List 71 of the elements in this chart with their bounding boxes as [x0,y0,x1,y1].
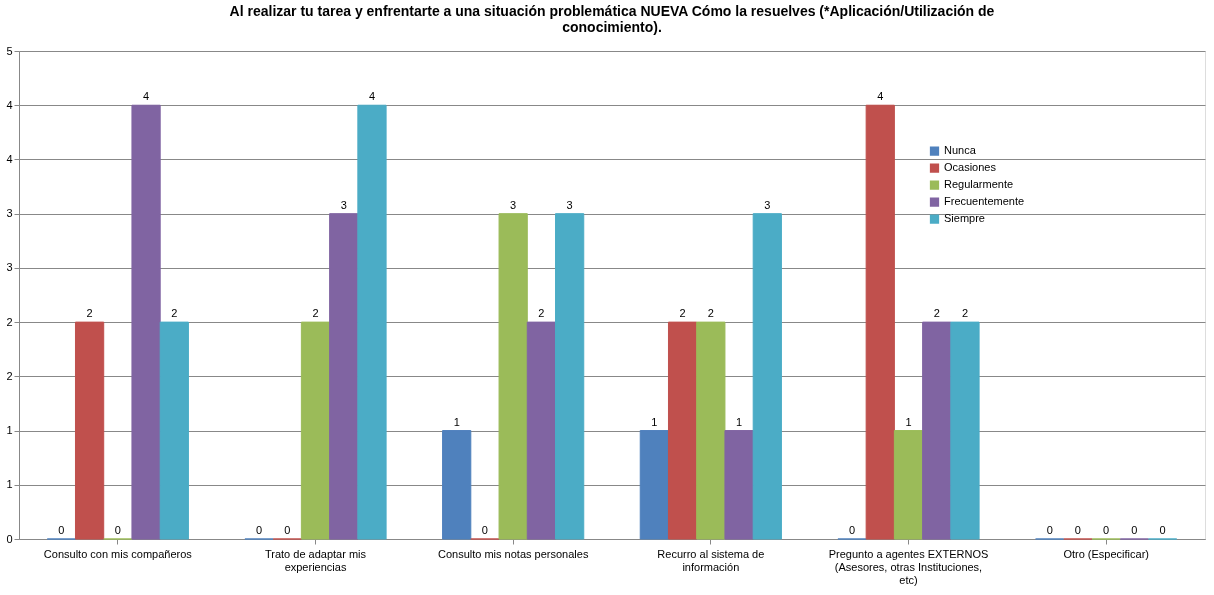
chart-title: Al realizar tu tarea y enfrentarte a una situación problemática NUEVA Cómo la resuelves (*Aplicación/Utilización de conocimiento). [229,3,995,35]
legend-label: Ocasiones [944,161,997,174]
y-tick-label: 3 [6,207,13,220]
data-label: 1 [905,415,912,428]
data-label: 4 [368,90,376,103]
bar [893,430,924,540]
bar [922,321,952,540]
data-label: 1 [736,415,743,428]
data-label: 2 [933,307,940,320]
data-label: 2 [86,307,93,320]
data-label: 2 [538,307,545,320]
y-tick-label: 5 [6,44,13,57]
bar [498,213,528,540]
data-label: 2 [707,307,714,320]
data-label: 1 [453,415,460,428]
bar [752,213,782,540]
data-label: 3 [510,198,517,211]
bar [950,321,980,540]
data-label: 0 [481,524,488,536]
data-label: 0 [114,524,121,536]
bar [159,321,189,540]
y-tick-label: 0 [6,532,13,545]
data-label: 0 [284,524,291,536]
y-tick-label: 3 [6,261,13,274]
bar [357,104,387,540]
bar [555,213,585,540]
x-tick-label: Consulto con mis compañeros [43,547,193,560]
data-label: 2 [171,307,178,320]
bar [329,213,359,540]
data-label: 0 [58,524,65,536]
x-tick-label: Pregunto a agentes EXTERNOS (Asesores, otras Instituciones, etc) [828,547,989,586]
y-tick-label: 2 [6,369,13,382]
bar [300,321,331,540]
data-label: 0 [255,524,263,536]
data-label: 2 [961,307,969,320]
data-label: 4 [877,90,884,103]
y-tick-label: 1 [6,424,13,437]
bar [131,104,161,540]
legend-label: Frecuentemente [944,195,1025,208]
x-tick-label: Otro (Especificar) [1063,547,1149,560]
bar [865,104,895,540]
data-label: 0 [1131,524,1138,536]
data-label: 0 [1046,524,1053,536]
bar [667,321,698,540]
data-label: 0 [1103,524,1110,536]
data-label: 1 [651,415,658,428]
bar [696,321,726,540]
bar [724,430,754,540]
data-label: 2 [679,307,686,320]
x-tick-label: Trato de adaptar mis experiencias [264,547,367,573]
y-tick-label: 1 [6,478,13,491]
data-label: 4 [143,90,150,103]
data-label: 0 [1159,524,1166,536]
bar [74,321,105,540]
data-label: 3 [566,198,573,211]
data-label: 2 [312,307,319,320]
bar [526,321,557,540]
x-tick-label: Consulto mis notas personales [437,547,589,560]
y-tick-label: 4 [6,98,13,111]
legend-label: Nunca [944,144,977,157]
data-label: 3 [764,198,771,211]
bar [639,430,669,540]
legend-label: Siempre [944,212,985,225]
bar [442,430,472,540]
data-label: 0 [848,524,856,536]
data-label: 3 [340,198,347,211]
legend-label: Regularmente [944,178,1014,191]
x-tick-label: Recurro al sistema de información [657,547,765,573]
y-tick-label: 2 [6,315,13,328]
y-tick-label: 4 [6,152,13,165]
data-label: 0 [1074,524,1081,536]
